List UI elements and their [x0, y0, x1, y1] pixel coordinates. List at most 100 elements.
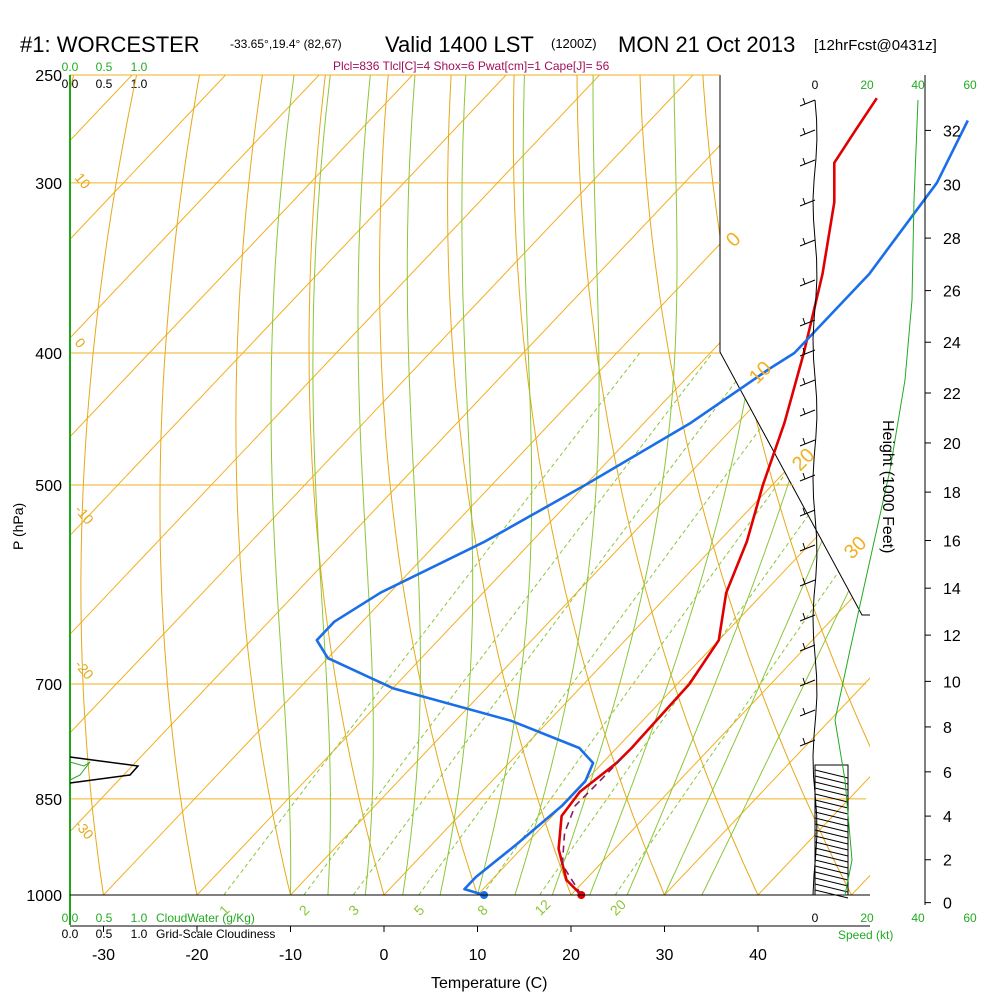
forecast-date: MON 21 Oct 2013: [618, 32, 795, 57]
wind-barb-staff: [799, 474, 816, 482]
wind-barb-staff: [799, 199, 816, 207]
hatch-line: [814, 787, 849, 797]
cloudiness-tick-bottom: 1.0: [131, 927, 148, 941]
temperature-tick-label: -30: [92, 947, 115, 964]
speed-tick-bottom: 40: [911, 911, 925, 925]
wind-barb: [799, 737, 816, 747]
temperature-profile: [557, 97, 878, 896]
height-tick-label: 18: [943, 485, 961, 502]
mixing-ratio-label: 8: [474, 902, 491, 919]
pressure-tick-label: 500: [35, 478, 62, 495]
wind-barb-flag: [802, 437, 806, 445]
mixing-ratio-line: [418, 352, 817, 895]
wind-barb-flag: [802, 127, 806, 135]
dry-adiabat-line: [576, 75, 759, 895]
cloudwater-label: CloudWater (g/Kg): [156, 911, 255, 925]
speed-tick-top: 60: [963, 78, 977, 92]
moist-adiabat-line: [270, 75, 295, 895]
wind-barb-staff: [799, 159, 816, 167]
cloudwater-tick-bottom: 0.0: [62, 911, 79, 925]
plot-boundary: [719, 75, 870, 616]
hatch-line: [814, 769, 849, 779]
temperature-tick-label: 40: [749, 947, 767, 964]
cloudiness-tick-top: 0.5: [96, 77, 113, 91]
isotherm-line: [70, 75, 226, 240]
dry-adiabat-label: -10: [72, 502, 97, 528]
moist-adiabat-line: [402, 75, 421, 895]
speed-tick-bottom: 0: [812, 911, 819, 925]
cloud-profile: [69, 756, 140, 784]
wind-barb-staff: [799, 544, 816, 552]
moist-adiabat-line: [664, 420, 870, 895]
moist-adiabat-line: [312, 75, 331, 895]
stability-indices: Plcl=836 Tlcl[C]=4 Shox=6 Pwat[cm]=1 Cap…: [333, 59, 610, 73]
height-tick-label: 22: [943, 386, 961, 403]
lowlevel-wind-box: [814, 764, 849, 896]
mixing-ratio-label: 12: [531, 896, 553, 918]
wind-speed-line: [812, 99, 818, 896]
temperature-tick-label: -10: [279, 947, 302, 964]
height-tick-label: 16: [943, 534, 961, 551]
hatch-line: [814, 817, 849, 827]
wind-barb-flag: [802, 407, 806, 415]
wind-speed-curve: [834, 99, 919, 896]
height-tick-label: 26: [943, 284, 961, 301]
height-tick-label: 32: [943, 123, 961, 140]
cloudwater-tick-bottom: 1.0: [131, 911, 148, 925]
wind-barb-flag: [802, 472, 806, 480]
hatch-line: [814, 829, 849, 839]
moist-adiabat-line: [439, 75, 474, 895]
wind-barb: [799, 277, 816, 287]
temperature-tick-label: 20: [562, 947, 580, 964]
cloudwater-tick-top: 0.5: [96, 60, 113, 74]
wind-barb: [799, 197, 816, 207]
wind-barb-flag: [802, 277, 806, 285]
height-tick-label: 10: [943, 674, 961, 691]
hatch-line: [814, 877, 849, 887]
isotherm-line: [70, 75, 413, 438]
wind-barb-staff: [799, 439, 816, 447]
forecast-info: [12hrFcst@0431z]: [814, 37, 937, 54]
cloud-scale-bottom: 0.0 0.5 1.0 0.0 0.5 1.0 CloudWater (g/Kg) Grid-…: [62, 911, 276, 941]
hatch-line: [814, 859, 849, 869]
wind-barb-flag: [802, 542, 806, 550]
wind-barb: [799, 542, 816, 552]
wind-barb: [799, 407, 816, 417]
pressure-tick-label: 300: [35, 176, 62, 193]
hatch-line: [814, 781, 849, 791]
cloudiness-tick-bottom: 0.0: [62, 927, 79, 941]
cloudwater-tick-top: 1.0: [131, 60, 148, 74]
wind-barb: [799, 157, 816, 167]
cloudiness-profile: [69, 756, 140, 784]
height-tick-label: 4: [943, 809, 952, 826]
wind-barb-flag: [802, 577, 806, 585]
wind-barb-staff: [799, 129, 816, 137]
hatch-line: [814, 823, 849, 833]
wind-barb-flag: [802, 612, 806, 620]
hatch-line: [814, 889, 849, 899]
hatch-line: [814, 799, 849, 809]
height-tick-label: 20: [943, 436, 961, 453]
wind-barb: [799, 612, 816, 622]
wind-barb: [799, 347, 816, 357]
wind-barb-staff: [799, 379, 816, 387]
hatch-line: [814, 793, 849, 803]
wind-barb-staff: [799, 409, 816, 417]
hatch-line: [814, 865, 849, 875]
wind-barb: [799, 707, 816, 717]
wind-barb-flag: [802, 377, 806, 385]
mixing-ratio-label: 5: [411, 902, 428, 919]
dry-adiabat-line: [378, 75, 479, 895]
dry-adiabat-label: -20: [72, 657, 97, 683]
dry-adiabat-line: [80, 75, 138, 895]
wind-barb: [799, 97, 816, 107]
wind-barb-staff: [799, 509, 816, 517]
hatch-line: [814, 853, 849, 863]
wind-barb-staff: [799, 679, 816, 687]
pressure-tick-label: 400: [35, 346, 62, 363]
mixing-ratio-line: [223, 352, 641, 895]
wind-barb: [799, 642, 816, 652]
speed-tick-bottom: 60: [963, 911, 977, 925]
height-tick-label: 24: [943, 335, 961, 352]
